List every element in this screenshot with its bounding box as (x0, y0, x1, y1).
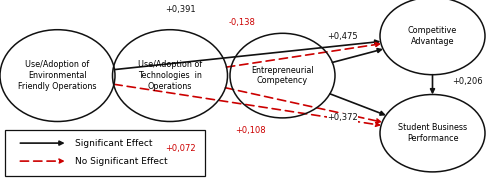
Text: Entrepreneurial
Competency: Entrepreneurial Competency (251, 66, 314, 86)
Text: Competitive
Advantage: Competitive Advantage (408, 26, 457, 46)
Text: Student Business
Performance: Student Business Performance (398, 123, 467, 143)
Text: +0,475: +0,475 (327, 31, 358, 40)
Text: Use/Adoption of
Environmental
Friendly Operations: Use/Adoption of Environmental Friendly O… (18, 60, 97, 91)
Text: +0,391: +0,391 (164, 5, 196, 14)
Text: +0,206: +0,206 (452, 77, 483, 86)
Text: No Significant Effect: No Significant Effect (75, 157, 168, 166)
Text: Significant Effect: Significant Effect (75, 139, 152, 148)
Text: +0,072: +0,072 (164, 144, 196, 153)
Text: -0,138: -0,138 (229, 18, 256, 27)
Text: +0,372: +0,372 (327, 113, 358, 122)
Text: +0,108: +0,108 (234, 126, 266, 135)
Text: Use/Adoption of
Technologies  in
Operations: Use/Adoption of Technologies in Operatio… (138, 60, 202, 91)
